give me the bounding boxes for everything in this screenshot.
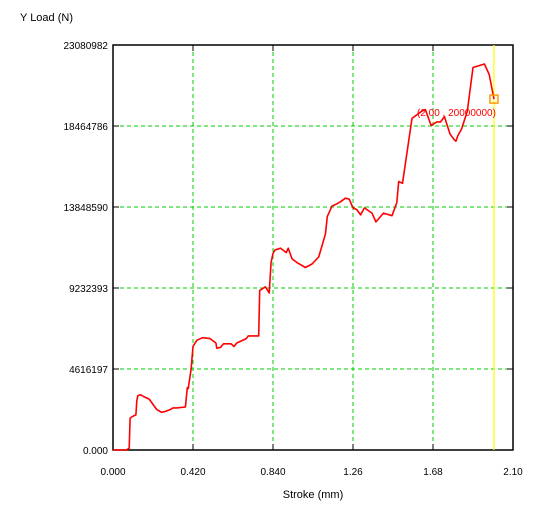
grid	[113, 45, 513, 450]
x-tick-label: 1.26	[343, 467, 363, 478]
x-tick-label: 1.68	[423, 467, 443, 478]
y-tick-label: 23080982	[64, 41, 109, 52]
cursor-marker-label: (2.00 , 20000000)	[417, 108, 496, 119]
y-tick-label: 4616197	[69, 365, 108, 376]
axis-ticks	[112, 44, 514, 451]
x-tick-label: 0.000	[100, 467, 125, 478]
series-line	[113, 63, 495, 451]
x-tick-label: 0.840	[260, 467, 285, 478]
tick-labels: 0.000 0.420 0.840 1.26 1.68 2.10 0.000 4616197 9…	[64, 41, 524, 478]
x-tick-label: 0.420	[180, 467, 205, 478]
x-axis-title: Stroke (mm)	[283, 489, 344, 501]
y-tick-label: 9232393	[69, 284, 108, 295]
x-tick-label: 2.10	[503, 467, 523, 478]
plot-area	[112, 44, 514, 451]
y-axis-title: Y Load (N)	[20, 12, 73, 24]
y-tick-label: 18464786	[64, 122, 109, 133]
y-tick-label: 0.000	[83, 446, 108, 457]
cursor-marker[interactable]	[489, 94, 499, 104]
y-tick-label: 13848590	[64, 203, 109, 214]
